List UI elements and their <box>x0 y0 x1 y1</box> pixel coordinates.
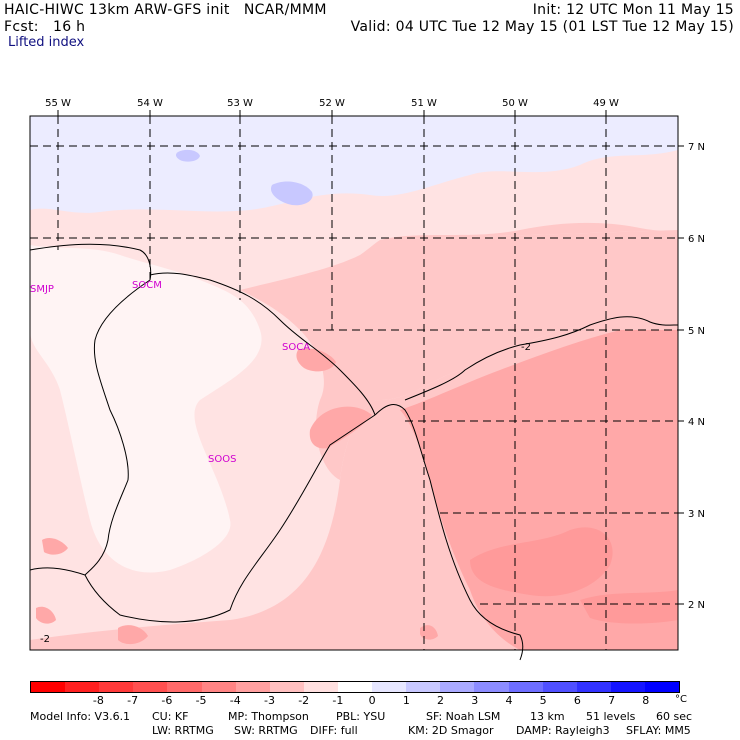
shade-unstable-strong <box>36 606 56 624</box>
model-info-item: LW: RRTMG <box>152 724 214 737</box>
colorbar-label: -5 <box>195 694 207 707</box>
model-info-item: MP: Thompson <box>228 710 309 723</box>
colorbar-label: 6 <box>573 694 581 707</box>
model-info-item: KM: 2D Smagor <box>408 724 494 737</box>
colorbar-label: 2 <box>437 694 445 707</box>
colorbar-cell <box>372 682 407 692</box>
colorbar-labels: -8 -7 -6 -5 -4 -3 -2 -1 0 1 2 3 4 5 6 7 8 <box>30 694 680 708</box>
colorbar-cell <box>644 682 680 692</box>
colorbar-cell <box>269 682 304 692</box>
model-info-item: 60 sec <box>656 710 693 723</box>
model-info-item: DIFF: full <box>310 724 358 737</box>
shade-stable-cell <box>175 149 200 162</box>
colorbar-cell <box>440 682 475 692</box>
lat-label: 2 N <box>688 600 705 611</box>
colorbar-cell <box>201 682 236 692</box>
lat-label: 6 N <box>688 234 705 245</box>
colorbar-cell <box>167 682 202 692</box>
colorbar <box>30 681 680 693</box>
forecast-hour: 16 h <box>53 19 86 35</box>
model-name: HAIC-HIWC 13km ARW-GFS init <box>4 2 230 18</box>
model-info-item: PBL: YSU <box>336 710 386 723</box>
init-time: Init: 12 UTC Mon 11 May 15 <box>532 2 734 18</box>
colorbar-label: 1 <box>402 694 410 707</box>
shade-stable-cell <box>270 181 313 206</box>
colorbar-cell <box>576 682 611 692</box>
lon-label: 50 W <box>502 98 528 109</box>
colorbar-cell <box>474 682 509 692</box>
colorbar-label: -1 <box>332 694 344 707</box>
lat-label: 4 N <box>688 417 705 428</box>
organization: NCAR/MMM <box>243 2 327 18</box>
colorbar-label: -2 <box>298 694 310 707</box>
colorbar-label: 4 <box>505 694 513 707</box>
lat-label: 7 N <box>688 142 705 153</box>
colorbar-label: 3 <box>471 694 479 707</box>
colorbar-label: -8 <box>92 694 104 707</box>
shade-unstable-strong <box>580 590 678 624</box>
station-label: SMJP <box>30 284 54 295</box>
lat-lon-grid <box>30 116 678 650</box>
colorbar-cell <box>337 682 373 692</box>
colorbar-cell <box>303 682 338 692</box>
shade-unstable-strong <box>400 330 678 650</box>
lat-label: 3 N <box>688 509 705 520</box>
forecast-label: Fcst: <box>4 19 39 35</box>
valid-time: Valid: 04 UTC Tue 12 May 15 (01 LST Tue … <box>350 19 734 35</box>
colorbar-cell <box>610 682 645 692</box>
colorbar-label: 0 <box>368 694 376 707</box>
header-right: Init: 12 UTC Mon 11 May 15 Valid: 04 UTC… <box>351 2 734 36</box>
header-left: HAIC-HIWC 13km ARW-GFS init NCAR/MMM Fcs… <box>4 2 327 36</box>
colorbar-label: -4 <box>229 694 241 707</box>
coastlines-borders <box>29 243 679 661</box>
colorbar-cell <box>542 682 577 692</box>
lon-label: 52 W <box>319 98 345 109</box>
field-name: Lifted index <box>8 35 85 50</box>
colorbar-label: -7 <box>127 694 139 707</box>
lon-label: 49 W <box>593 98 619 109</box>
shade-unstable-strong <box>309 406 372 449</box>
colorbar-cell <box>235 682 270 692</box>
colorbar-cell <box>99 682 134 692</box>
colorbar-label: 5 <box>539 694 547 707</box>
lon-label: 53 W <box>227 98 253 109</box>
station-label: SOOS <box>208 454 236 465</box>
shade-unstable-strong <box>42 537 68 555</box>
contour-label: -2 <box>40 634 50 645</box>
colorbar-label: 7 <box>608 694 616 707</box>
colorbar-cell <box>31 682 66 692</box>
colorbar-unit: °C <box>675 694 687 705</box>
shade-unstable-strong <box>118 625 148 645</box>
colorbar-cell <box>406 682 441 692</box>
colorbar-cell <box>65 682 100 692</box>
station-label: SOCM <box>132 280 162 291</box>
colorbar-label: -6 <box>161 694 173 707</box>
lat-label: 5 N <box>688 326 705 337</box>
plot-frame <box>29 115 679 651</box>
model-info-item: SW: RRTMG <box>234 724 298 737</box>
shade-neutral <box>30 245 262 573</box>
lon-label: 55 W <box>45 98 71 109</box>
shade-unstable-strong <box>470 527 613 597</box>
colorbar-label: -3 <box>263 694 275 707</box>
station-label: SOCA <box>282 342 310 353</box>
model-info-item: 13 km <box>530 710 565 723</box>
shade-unstable-strong <box>296 348 336 372</box>
contour-label: -2 <box>521 342 531 353</box>
lon-label: 54 W <box>137 98 163 109</box>
colorbar-cell <box>508 682 543 692</box>
model-info-item: SFLAY: MM5 <box>626 724 691 737</box>
model-info-item: DAMP: Rayleigh3 <box>516 724 610 737</box>
model-info-item: Model Info: V3.6.1 <box>30 710 131 723</box>
model-info-item: SF: Noah LSM <box>426 710 501 723</box>
shade-stable-band <box>30 116 678 213</box>
model-info-item: CU: KF <box>152 710 189 723</box>
lon-label: 51 W <box>411 98 437 109</box>
colorbar-cell <box>133 682 168 692</box>
model-info-item: 51 levels <box>586 710 636 723</box>
colorbar-label: 8 <box>642 694 650 707</box>
